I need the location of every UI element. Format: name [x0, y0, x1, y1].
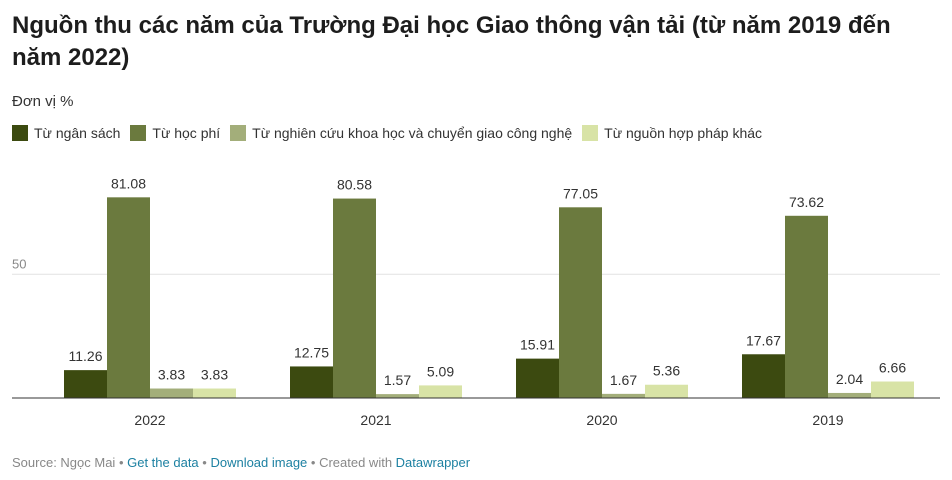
legend-item-other: Từ nguồn hợp pháp khác	[582, 125, 762, 141]
bar	[193, 388, 236, 398]
data-label: 5.36	[653, 363, 680, 379]
legend-item-research: Từ nghiên cứu khoa học và chuyển giao cô…	[230, 125, 572, 141]
get-data-link[interactable]: Get the data	[127, 455, 199, 470]
bar	[516, 358, 559, 398]
bar	[871, 381, 914, 398]
created-with-text: • Created with	[307, 455, 396, 470]
chart-title: Nguồn thu các năm của Trường Đại học Gia…	[12, 12, 891, 71]
data-label: 15.91	[520, 337, 555, 353]
data-label: 11.26	[69, 348, 103, 364]
source-text: Source: Ngọc Mai	[12, 455, 116, 470]
x-tick-label: 2022	[134, 412, 165, 428]
footer: Source: Ngọc Mai • Get the data • Downlo…	[12, 455, 470, 470]
data-label: 6.66	[879, 360, 906, 376]
bar	[559, 207, 602, 398]
bar	[742, 354, 785, 398]
unit-subtitle: Đơn vị %	[12, 93, 74, 110]
legend-label: Từ học phí	[152, 125, 221, 141]
data-label: 5.09	[427, 363, 454, 379]
data-label: 12.75	[294, 344, 329, 360]
data-label: 3.83	[158, 367, 185, 383]
legend-label: Từ ngân sách	[34, 125, 121, 141]
data-label: 1.67	[610, 372, 637, 388]
bar	[645, 384, 688, 398]
bar-chart: 50 11.26 81.08 3.83 3.83 2022 12.75 80.58 1.57 5.…	[12, 175, 940, 428]
data-label: 81.08	[111, 175, 146, 191]
bar	[290, 366, 333, 398]
y-tick-label: 50	[12, 256, 26, 271]
footer-separator: •	[115, 455, 128, 470]
bar	[107, 197, 150, 398]
data-label: 77.05	[563, 185, 598, 201]
legend-swatch	[582, 125, 599, 141]
legend-item-budget: Từ ngân sách	[12, 125, 120, 141]
data-label: 3.83	[201, 367, 228, 383]
legend-item-tuition: Từ học phí	[130, 125, 220, 141]
data-label: 73.62	[789, 194, 824, 210]
data-label: 1.57	[384, 372, 411, 388]
bar	[150, 388, 193, 398]
data-label: 17.67	[746, 332, 781, 348]
bar	[376, 394, 419, 398]
bar	[602, 393, 645, 398]
bar	[419, 385, 462, 398]
legend-swatch	[230, 125, 247, 141]
x-tick-label: 2019	[812, 412, 843, 428]
legend-swatch	[130, 125, 147, 141]
download-image-link[interactable]: Download image	[210, 455, 308, 470]
legend-swatch	[12, 125, 28, 141]
chart-legend: Từ ngân sách Từ học phí Từ nghiên cứu kh…	[12, 125, 772, 141]
legend-label: Từ nguồn hợp pháp khác	[604, 125, 763, 141]
datawrapper-link[interactable]: Datawrapper	[395, 455, 471, 470]
data-label: 2.04	[836, 371, 863, 387]
bar	[333, 198, 376, 398]
bar	[785, 215, 828, 398]
footer-separator: •	[198, 455, 211, 470]
x-tick-label: 2021	[360, 412, 391, 428]
bar	[64, 370, 107, 398]
x-tick-label: 2020	[586, 412, 617, 428]
data-label: 80.58	[337, 177, 372, 193]
bar	[828, 392, 871, 398]
legend-label: Từ nghiên cứu khoa học và chuyển giao cô…	[252, 125, 573, 141]
